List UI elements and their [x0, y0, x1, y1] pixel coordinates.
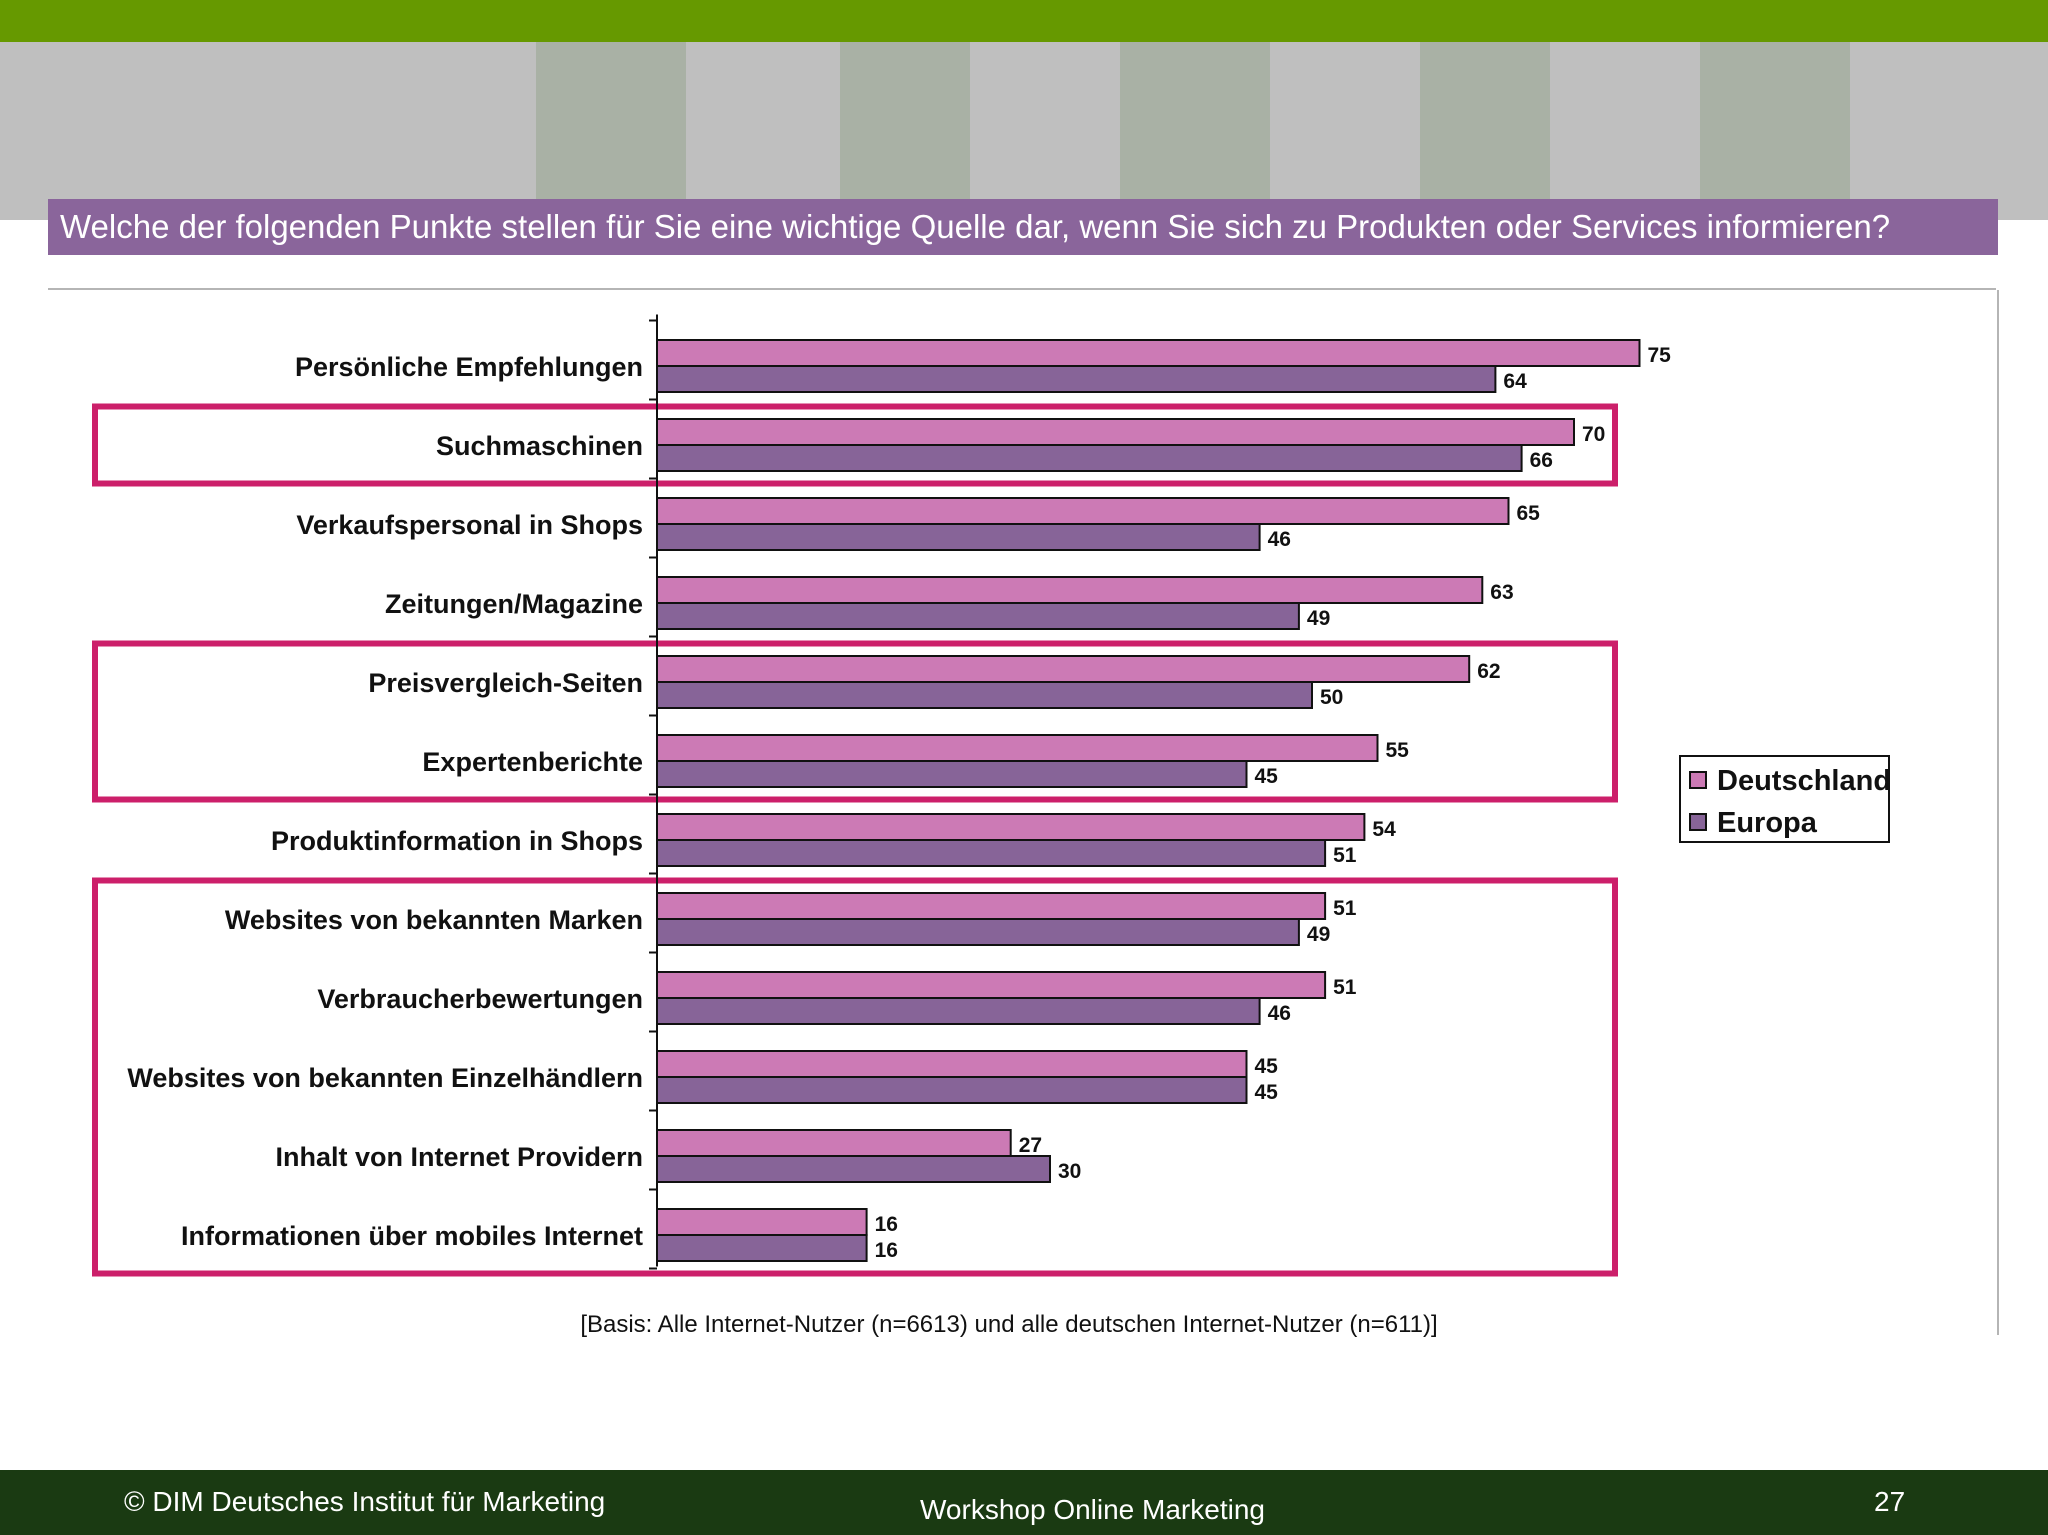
category-label-persoenliche-empfehlungen: Persönliche Empfehlungen — [295, 352, 643, 382]
value-label-europa-preisvergleich-seiten: 50 — [1320, 686, 1343, 709]
bar-deutschland-websites-von-bekannten-marken — [656, 892, 1327, 920]
banner-watermark-block — [1420, 42, 1550, 220]
bar-europa-produktinformation-in-shops — [656, 839, 1327, 867]
value-label-europa-suchmaschinen: 66 — [1530, 449, 1553, 472]
legend-swatch-europa — [1689, 813, 1707, 831]
bar-europa-inhalt-von-internet-providern — [656, 1155, 1051, 1183]
bar-europa-suchmaschinen — [656, 444, 1523, 472]
highlight-box-3 — [92, 877, 1618, 1277]
value-label-europa-websites-von-bekannten-einzelhaendlern: 45 — [1255, 1081, 1279, 1104]
value-label-deutschland-websites-von-bekannten-einzelhaendlern: 45 — [1255, 1055, 1279, 1078]
bar-deutschland-websites-von-bekannten-einzelhaendlern — [656, 1050, 1248, 1078]
bar-europa-zeitungen-magazine — [656, 602, 1300, 630]
highlight-box-2 — [92, 640, 1618, 803]
legend-box — [1679, 755, 1890, 843]
bar-europa-verbraucherbewertungen — [656, 997, 1261, 1025]
footer-bar: © DIM Deutsches Institut für Marketing W… — [0, 1470, 2048, 1535]
value-label-europa-produktinformation-in-shops: 51 — [1333, 844, 1357, 867]
value-label-europa-informationen-ueber-mobiles-internet: 16 — [875, 1239, 898, 1262]
divider-line — [48, 288, 1996, 290]
category-label-websites-von-bekannten-einzelhaendlern: Websites von bekannten Einzelhändlern — [127, 1063, 643, 1093]
footer-copyright: © DIM Deutsches Institut für Marketing — [124, 1486, 606, 1517]
category-label-verkaufspersonal-in-shops: Verkaufspersonal in Shops — [296, 510, 643, 540]
bar-deutschland-verbraucherbewertungen — [656, 971, 1327, 999]
bar-europa-verkaufspersonal-in-shops — [656, 523, 1261, 551]
category-label-informationen-ueber-mobiles-internet: Informationen über mobiles Internet — [181, 1221, 643, 1251]
category-label-websites-von-bekannten-marken: Websites von bekannten Marken — [225, 905, 643, 935]
bar-deutschland-verkaufspersonal-in-shops — [656, 497, 1510, 525]
value-label-deutschland-expertenberichte: 55 — [1386, 739, 1410, 762]
divider-line-vertical — [1997, 290, 1999, 1335]
source-note: [Basis: Alle Internet-Nutzer (n=6613) un… — [580, 1311, 1437, 1338]
footer-workshop-title: Workshop Online Marketing — [920, 1494, 1265, 1525]
category-label-expertenberichte: Expertenberichte — [422, 747, 643, 777]
category-label-suchmaschinen: Suchmaschinen — [436, 431, 643, 461]
value-label-europa-persoenliche-empfehlungen: 64 — [1503, 370, 1527, 393]
bar-deutschland-persoenliche-empfehlungen — [656, 339, 1641, 367]
banner-watermark-block — [536, 42, 686, 220]
category-label-zeitungen-magazine: Zeitungen/Magazine — [385, 589, 643, 619]
bar-deutschland-inhalt-von-internet-providern — [656, 1129, 1012, 1157]
value-label-europa-verbraucherbewertungen: 46 — [1268, 1002, 1291, 1025]
bar-deutschland-expertenberichte — [656, 734, 1379, 762]
slide-title: Welche der folgenden Punkte stellen für … — [48, 199, 1998, 255]
value-label-europa-verkaufspersonal-in-shops: 46 — [1268, 528, 1291, 551]
bar-europa-preisvergleich-seiten — [656, 681, 1313, 709]
banner-watermark-block — [1120, 42, 1270, 220]
value-label-deutschland-websites-von-bekannten-marken: 51 — [1333, 897, 1357, 920]
top-accent-bar — [0, 0, 2048, 42]
category-label-produktinformation-in-shops: Produktinformation in Shops — [271, 826, 643, 856]
bar-europa-websites-von-bekannten-einzelhaendlern — [656, 1076, 1248, 1104]
value-label-deutschland-verbraucherbewertungen: 51 — [1333, 976, 1357, 999]
legend-swatch-deutschland — [1689, 771, 1707, 789]
value-label-deutschland-persoenliche-empfehlungen: 75 — [1648, 344, 1672, 367]
bar-deutschland-preisvergleich-seiten — [656, 655, 1471, 683]
value-label-deutschland-preisvergleich-seiten: 62 — [1477, 660, 1500, 683]
bar-deutschland-zeitungen-magazine — [656, 576, 1484, 604]
value-label-deutschland-informationen-ueber-mobiles-internet: 16 — [875, 1213, 898, 1236]
bar-europa-persoenliche-empfehlungen — [656, 365, 1497, 393]
bar-deutschland-suchmaschinen — [656, 418, 1575, 446]
banner-watermark-block — [840, 42, 970, 220]
bar-europa-informationen-ueber-mobiles-internet — [656, 1234, 868, 1262]
category-label-inhalt-von-internet-providern: Inhalt von Internet Providern — [275, 1142, 643, 1172]
header-banner — [0, 42, 2048, 220]
value-label-europa-inhalt-von-internet-providern: 30 — [1058, 1160, 1081, 1183]
highlight-box-1 — [92, 403, 1618, 487]
category-label-preisvergleich-seiten: Preisvergleich-Seiten — [368, 668, 643, 698]
legend-label-deutschland: Deutschland — [1717, 765, 1891, 797]
value-label-europa-websites-von-bekannten-marken: 49 — [1307, 923, 1330, 946]
page-number: 27 — [1874, 1486, 1906, 1517]
bar-deutschland-informationen-ueber-mobiles-internet — [656, 1208, 868, 1236]
banner-watermark-block — [1700, 42, 1850, 220]
value-label-europa-expertenberichte: 45 — [1255, 765, 1279, 788]
value-label-deutschland-verkaufspersonal-in-shops: 65 — [1517, 502, 1541, 525]
value-label-deutschland-suchmaschinen: 70 — [1582, 423, 1605, 446]
bar-europa-websites-von-bekannten-marken — [656, 918, 1300, 946]
bar-europa-expertenberichte — [656, 760, 1248, 788]
value-label-europa-zeitungen-magazine: 49 — [1307, 607, 1330, 630]
category-label-verbraucherbewertungen: Verbraucherbewertungen — [317, 984, 643, 1014]
bar-deutschland-produktinformation-in-shops — [656, 813, 1366, 841]
value-label-deutschland-zeitungen-magazine: 63 — [1490, 581, 1513, 604]
value-label-deutschland-produktinformation-in-shops: 54 — [1372, 818, 1396, 841]
value-label-deutschland-inhalt-von-internet-providern: 27 — [1019, 1134, 1042, 1157]
legend-label-europa: Europa — [1717, 807, 1818, 839]
